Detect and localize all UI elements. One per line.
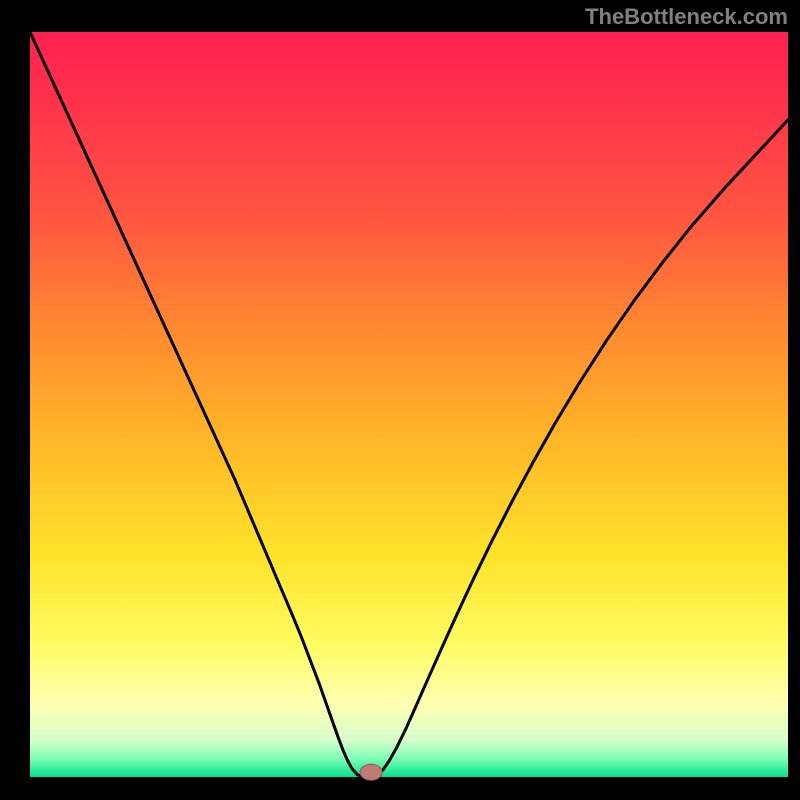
chart-container: { "watermark": "TheBottleneck.com", "cha… — [0, 0, 800, 800]
plot-area — [0, 0, 800, 800]
gradient-background — [30, 32, 788, 777]
chart-svg — [0, 0, 800, 800]
watermark-text: TheBottleneck.com — [585, 4, 788, 30]
optimum-marker — [360, 764, 382, 780]
